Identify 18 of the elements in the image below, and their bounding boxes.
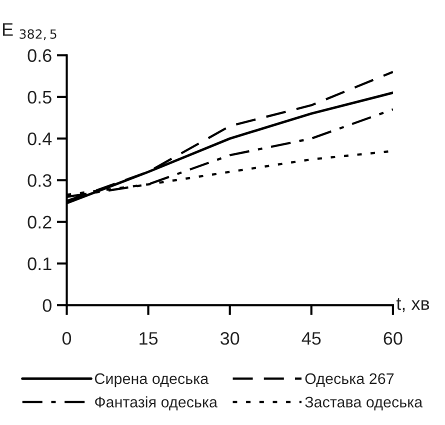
legend-label: Застава одеська (305, 396, 423, 410)
x-tick-label: 45 (302, 332, 321, 345)
x-tick-label: 0 (62, 332, 72, 345)
legend-label: Сирена одеська (94, 373, 209, 388)
y-tick-label: 0 (42, 299, 52, 312)
y-tick-label: 0.3 (28, 174, 52, 187)
x-tick-label: 60 (384, 332, 402, 345)
y-tick-label: 0.4 (28, 132, 52, 146)
y-tick-label: 0.6 (28, 49, 52, 62)
x-axis-title: t, хв (396, 298, 430, 312)
y-tick-label: 0.2 (28, 216, 52, 229)
x-tick-label: 30 (220, 332, 240, 345)
legend-label: Одеська 267 (305, 373, 394, 387)
y-tick-label: 0.5 (28, 90, 52, 104)
x-tick-label: 15 (140, 332, 158, 345)
y-axis-title: E $_{382,5}$ (2, 23, 56, 40)
legend-label: Фантазія одеська (95, 396, 218, 410)
y-tick-label: 0.1 (28, 257, 52, 270)
